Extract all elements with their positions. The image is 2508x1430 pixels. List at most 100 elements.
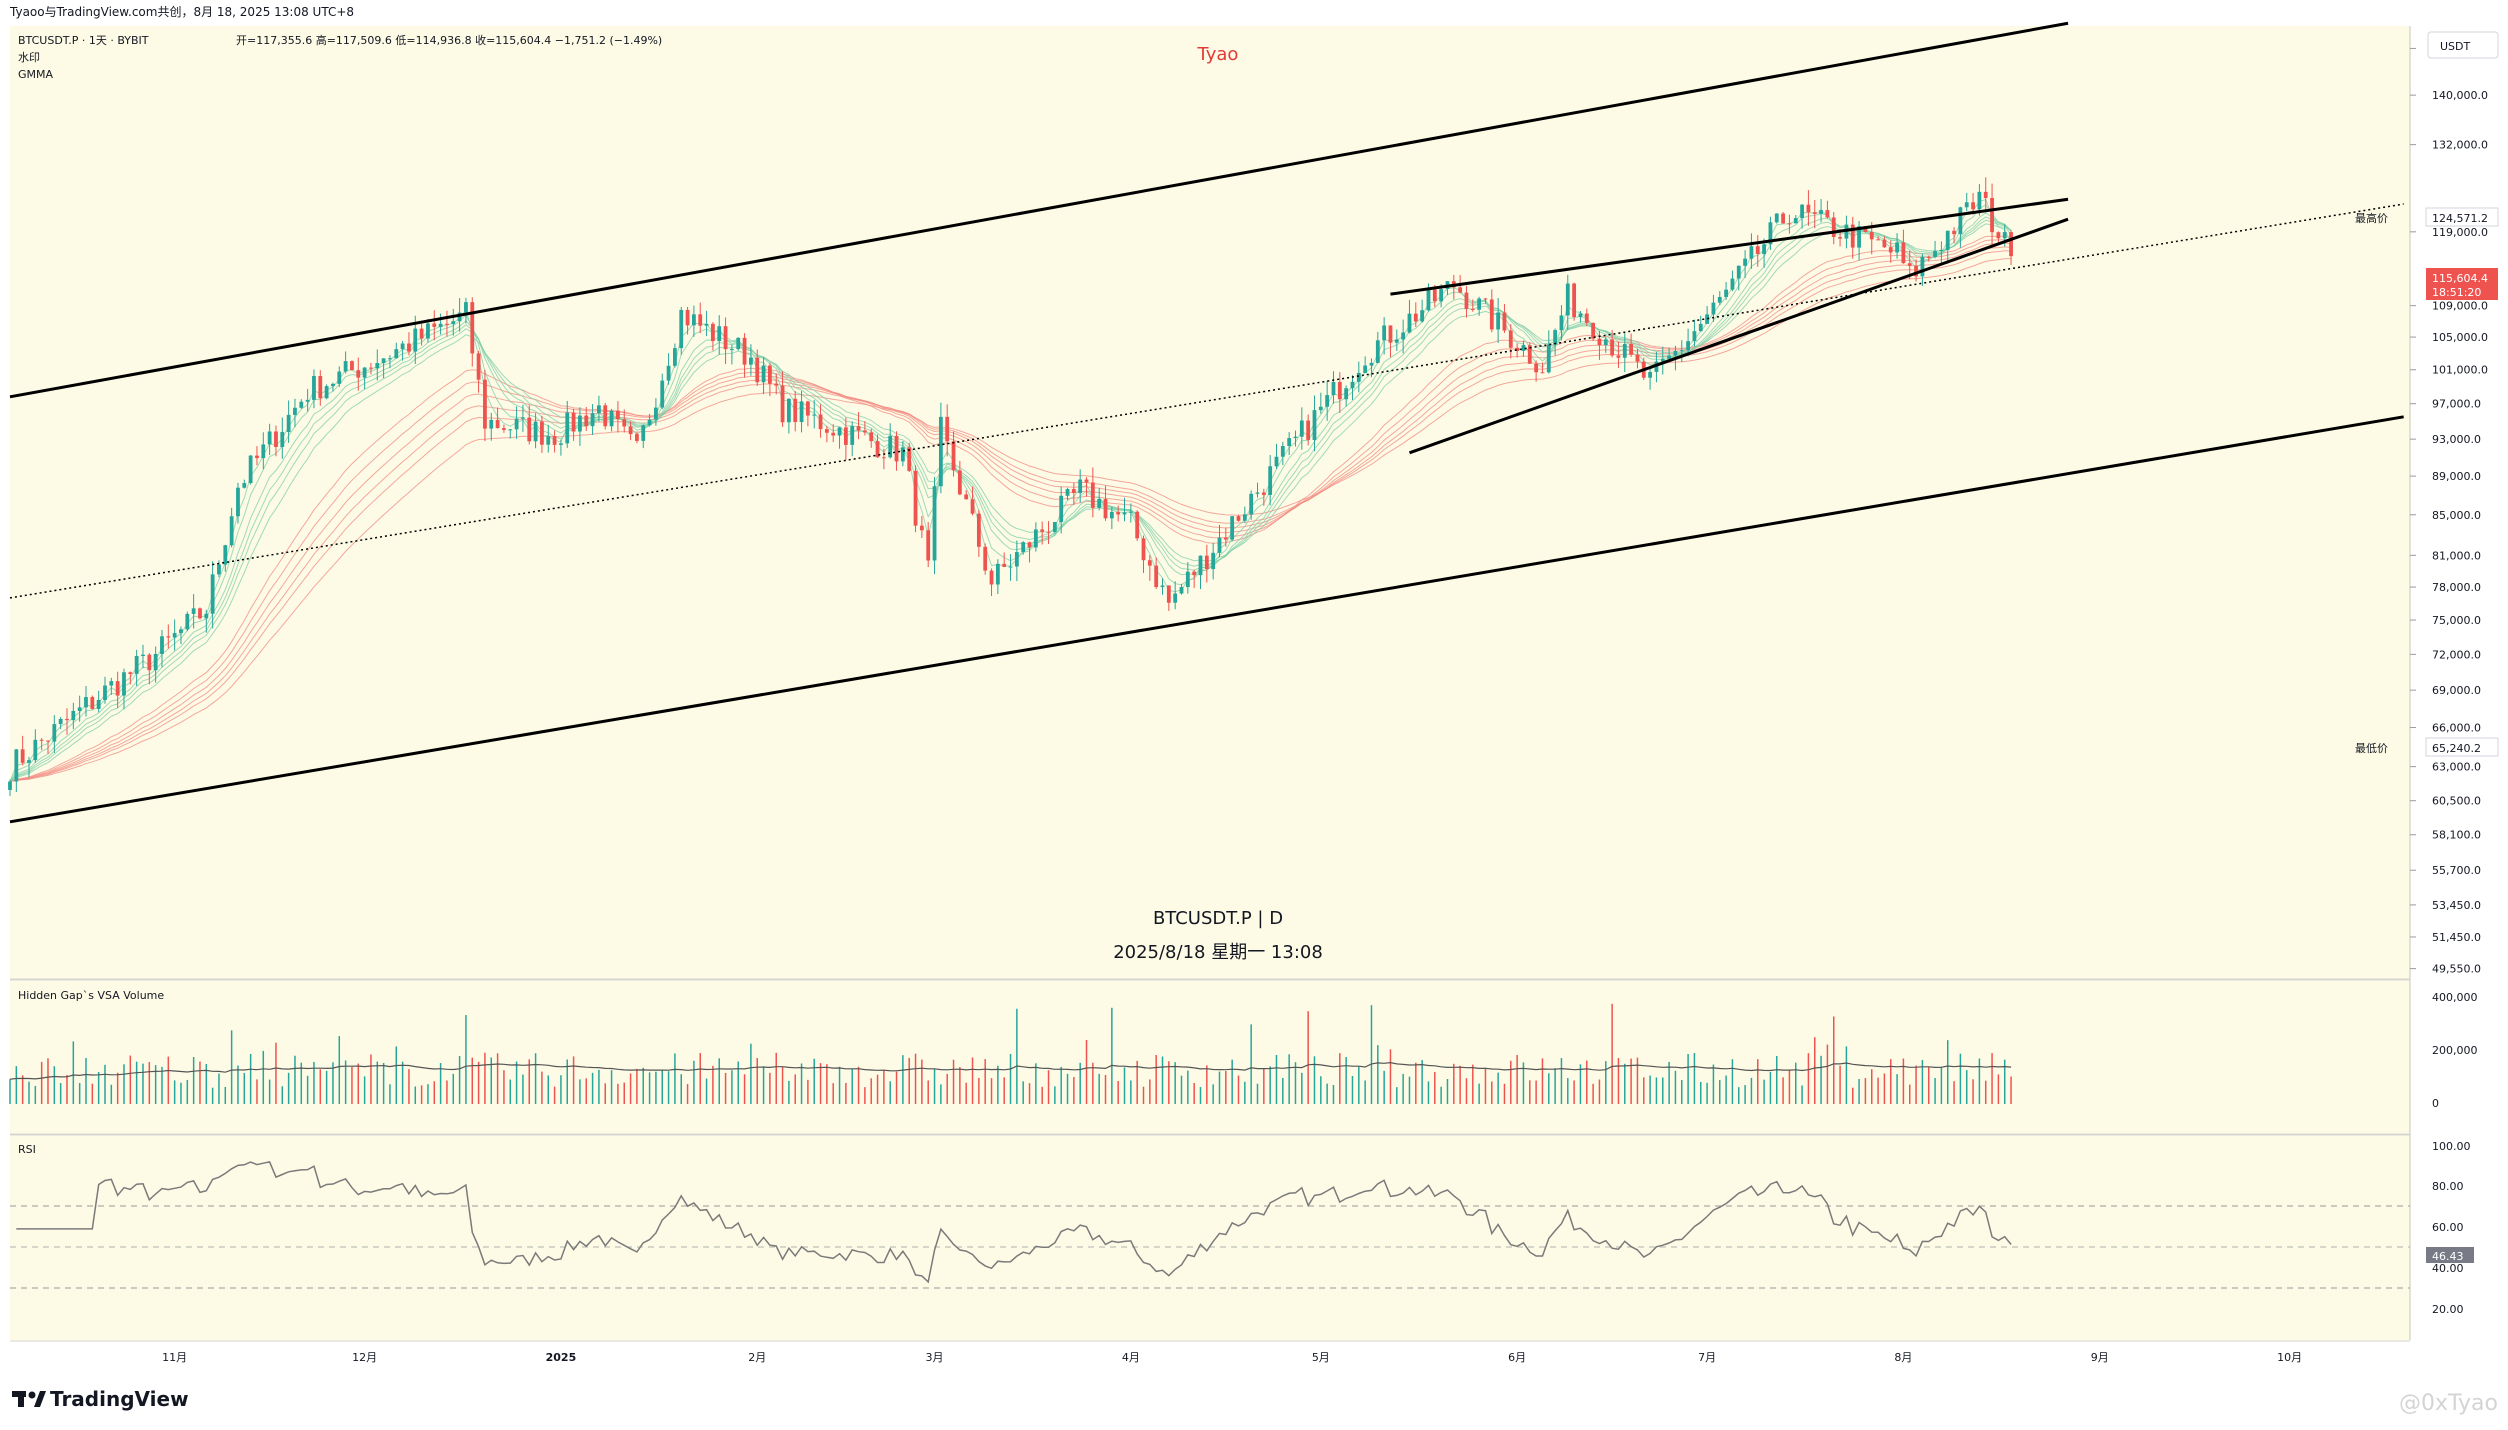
candle [1287, 431, 1292, 456]
bar-countdown: 18:51:20 [2432, 286, 2481, 299]
candle [1939, 241, 1944, 266]
candle [502, 424, 506, 433]
trendline-mid-dotted[interactable] [9, 203, 2404, 599]
time-axis-label: 7月 [1698, 1351, 1716, 1364]
author-credit: @0xTyao [2399, 1391, 2498, 1416]
indicator-watermark-label[interactable]: 水印 [18, 51, 40, 64]
candle [1470, 299, 1475, 312]
candle [476, 350, 481, 393]
candle [1059, 486, 1064, 534]
candle [324, 384, 329, 400]
candle [767, 362, 772, 397]
currency-box[interactable] [2427, 31, 2499, 59]
candle [1363, 356, 1368, 374]
price-tick-label: 105,000.0 [2432, 331, 2488, 344]
trendlines[interactable] [9, 21, 2404, 824]
candle [1388, 325, 1393, 358]
candle [533, 413, 538, 449]
candle [685, 306, 690, 335]
candle [900, 440, 905, 467]
candle [1394, 329, 1399, 352]
symbol-line[interactable]: BTCUSDT.P · 1天 · BYBIT [18, 34, 149, 47]
candle [274, 425, 278, 457]
rsi-line [16, 1161, 2012, 1284]
candle [1185, 562, 1190, 594]
price-tick-label: 119,000.0 [2432, 226, 2488, 239]
candle [375, 349, 380, 381]
candle [673, 343, 677, 368]
candle [96, 690, 101, 713]
candle [1952, 227, 1956, 244]
currency-label[interactable]: USDT [2440, 40, 2471, 53]
candle [1255, 482, 1260, 498]
candle [527, 405, 532, 445]
time-axis-label: 6月 [1508, 1351, 1526, 1364]
trendline-channel-top[interactable] [9, 21, 2069, 399]
candle [1306, 414, 1311, 446]
candle [679, 306, 684, 355]
candle [635, 432, 639, 444]
candle [609, 408, 614, 432]
candle [1926, 255, 1931, 262]
candle [438, 313, 443, 335]
trendline-wedge-top[interactable] [1390, 197, 2069, 296]
candle [521, 404, 525, 432]
rsi-pane-title[interactable]: RSI [18, 1143, 36, 1156]
candle [514, 406, 519, 439]
candle [1211, 542, 1216, 580]
gmma-long-ema [9, 235, 2012, 782]
candle [1553, 328, 1558, 356]
candle [1812, 199, 1817, 229]
tradingview-brand[interactable]: TradingView [50, 1387, 189, 1411]
author-tag: Tyao [1197, 44, 1239, 65]
candle [786, 398, 791, 434]
candle [1635, 348, 1640, 369]
candle [983, 543, 988, 575]
rsi-line-path [16, 1161, 2012, 1284]
high-price-box [2425, 207, 2499, 227]
candle [1736, 265, 1741, 291]
tradingview-logo-icon[interactable] [12, 1391, 46, 1407]
candle [1192, 569, 1197, 588]
candle [1540, 362, 1545, 374]
candle [166, 624, 171, 649]
candle [926, 522, 931, 568]
candle [198, 607, 202, 620]
candle [723, 317, 728, 364]
candle [1508, 324, 1513, 359]
candle [280, 417, 285, 459]
candle [1527, 342, 1532, 364]
time-axis-label: 12月 [352, 1351, 377, 1364]
candle [432, 310, 437, 341]
candle [8, 779, 12, 796]
volume-pane-title[interactable]: Hidden Gap`s VSA Volume [18, 989, 164, 1002]
candle [1033, 522, 1038, 552]
price-tick-label: 75,000.0 [2432, 614, 2481, 627]
candle [293, 398, 297, 428]
trendline-wedge-bottom[interactable] [1408, 217, 2069, 455]
candle [888, 423, 893, 459]
candle [39, 738, 44, 751]
indicator-gmma-label[interactable]: GMMA [18, 68, 54, 81]
candle [77, 695, 82, 722]
candle [1280, 441, 1285, 466]
candle [1660, 346, 1665, 375]
price-axis-panel[interactable] [2412, 26, 2508, 1340]
candlestick-series[interactable] [8, 177, 2013, 796]
candle [153, 646, 158, 683]
candle [1945, 230, 1950, 264]
low-price-box [2425, 737, 2499, 757]
rsi-current-value: 46.43 [2432, 1250, 2464, 1263]
candle [369, 362, 373, 375]
rsi-pane-background[interactable] [10, 1136, 2410, 1340]
candle [1793, 214, 1798, 224]
candle [160, 629, 164, 668]
candle [1755, 235, 1760, 267]
candle [584, 407, 589, 431]
volume-pane-background[interactable] [10, 981, 2410, 1133]
trendline-channel-bottom[interactable] [9, 415, 2404, 824]
candle [305, 388, 310, 412]
main-pane-background[interactable] [10, 26, 2410, 978]
candle [1071, 482, 1076, 505]
candle [1109, 506, 1114, 529]
